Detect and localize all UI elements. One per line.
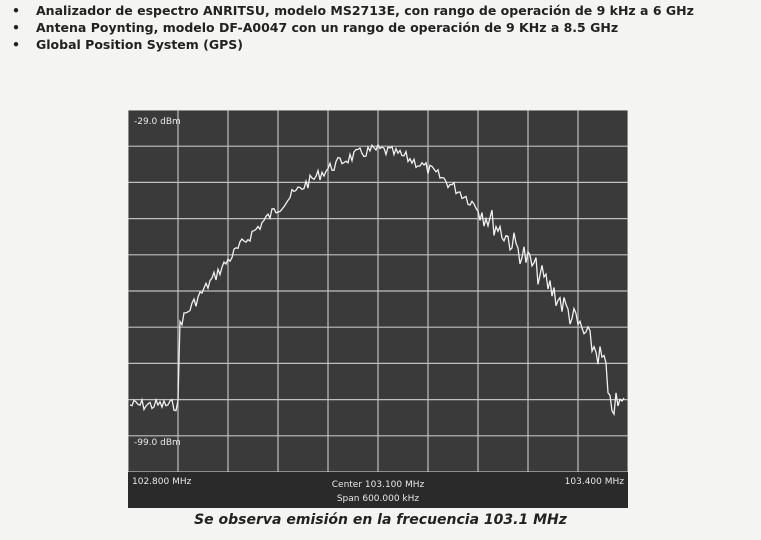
spectrum-screenshot: -29.0 dBm -99.0 dBm 102.800 MHz Center 1…	[127, 109, 629, 508]
trace	[129, 143, 625, 417]
center-freq: Center 103.100 MHz	[332, 480, 425, 490]
spectrum-screen: -29.0 dBm -99.0 dBm 102.800 MHz Center 1…	[127, 109, 629, 508]
ref-top: -29.0 dBm	[134, 117, 181, 127]
bullet-list: Analizador de espectro ANRITSU, modelo M…	[10, 2, 758, 53]
start-freq: 102.800 MHz	[132, 477, 192, 487]
caption: Se observa emisión en la frecuencia 103.…	[194, 512, 567, 528]
label-strip	[128, 472, 628, 508]
bullet: Antena Poynting, modelo DF-A0047 con un …	[12, 19, 758, 36]
ref-bottom: -99.0 dBm	[134, 438, 181, 448]
bullet: Global Position System (GPS)	[12, 36, 758, 53]
span: Span 600.000 kHz	[337, 494, 420, 504]
bullet: Analizador de espectro ANRITSU, modelo M…	[12, 2, 758, 19]
stop-freq: 103.400 MHz	[565, 477, 625, 487]
